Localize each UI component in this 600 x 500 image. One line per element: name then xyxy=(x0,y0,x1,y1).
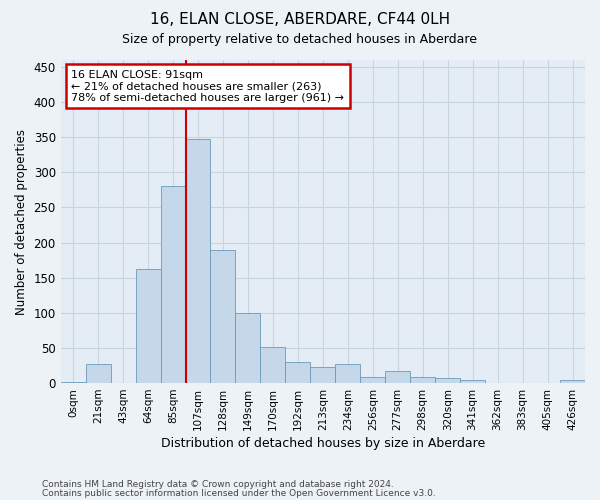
Bar xyxy=(435,378,460,383)
Text: 16, ELAN CLOSE, ABERDARE, CF44 0LH: 16, ELAN CLOSE, ABERDARE, CF44 0LH xyxy=(150,12,450,28)
Bar xyxy=(560,380,585,383)
Bar xyxy=(460,380,485,383)
Bar xyxy=(185,138,211,383)
Bar xyxy=(335,364,360,383)
Bar xyxy=(410,378,435,383)
Text: 16 ELAN CLOSE: 91sqm
← 21% of detached houses are smaller (263)
78% of semi-deta: 16 ELAN CLOSE: 91sqm ← 21% of detached h… xyxy=(71,70,344,103)
Bar xyxy=(260,346,286,383)
Bar xyxy=(360,378,385,383)
Text: Contains HM Land Registry data © Crown copyright and database right 2024.: Contains HM Land Registry data © Crown c… xyxy=(42,480,394,489)
Bar xyxy=(211,250,235,383)
Text: Contains public sector information licensed under the Open Government Licence v3: Contains public sector information licen… xyxy=(42,489,436,498)
Bar xyxy=(286,362,310,383)
Bar xyxy=(385,371,410,383)
Text: Size of property relative to detached houses in Aberdare: Size of property relative to detached ho… xyxy=(122,32,478,46)
Bar xyxy=(86,364,110,383)
Bar xyxy=(161,186,185,383)
Bar xyxy=(235,313,260,383)
X-axis label: Distribution of detached houses by size in Aberdare: Distribution of detached houses by size … xyxy=(161,437,485,450)
Y-axis label: Number of detached properties: Number of detached properties xyxy=(15,128,28,314)
Bar xyxy=(61,382,86,383)
Bar xyxy=(310,367,335,383)
Bar xyxy=(136,268,161,383)
